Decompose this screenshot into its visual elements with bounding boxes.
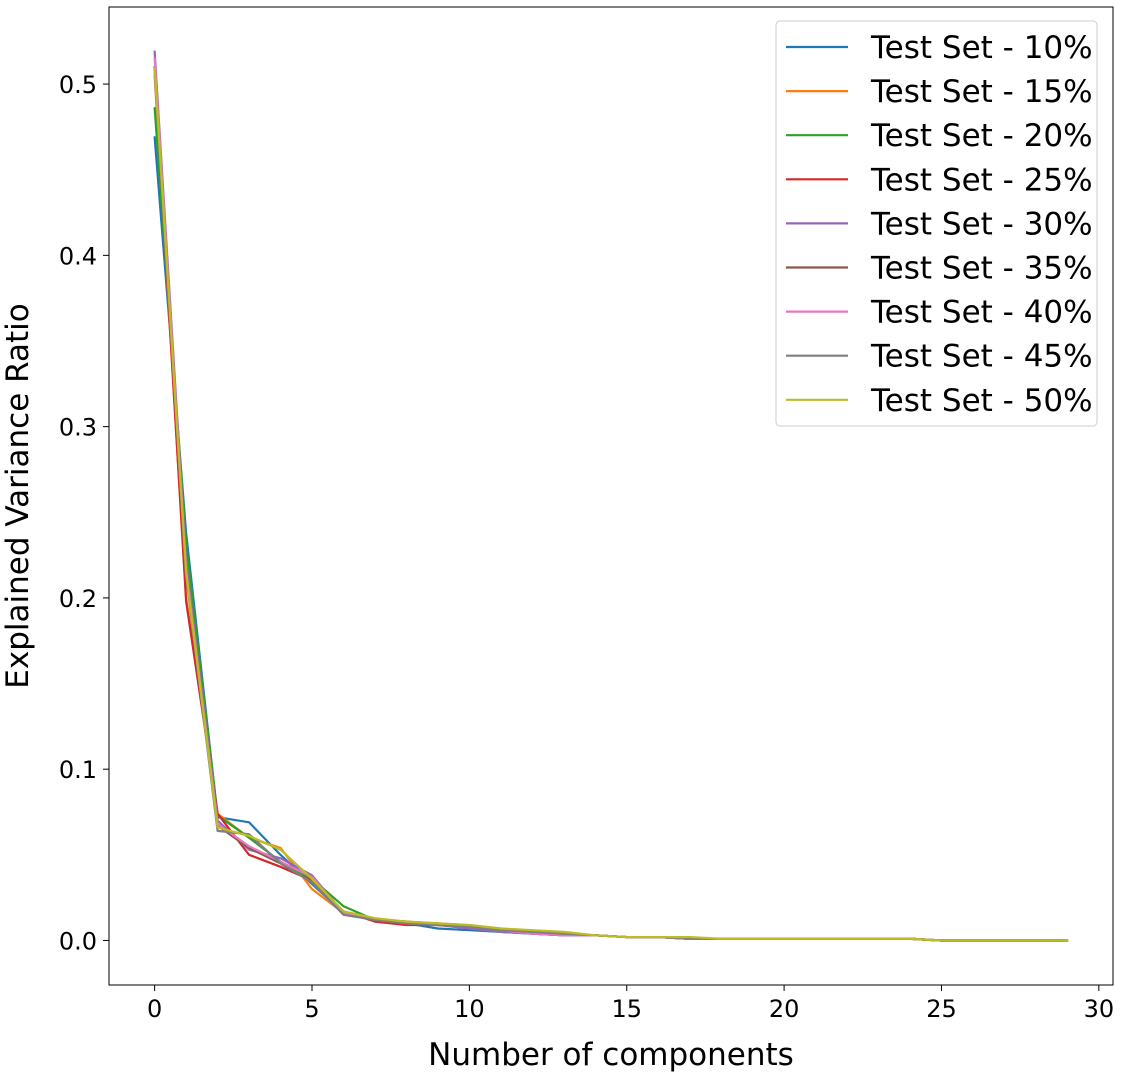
y-axis-title: Explained Variance Ratio bbox=[0, 303, 36, 688]
y-tick-label: 0.3 bbox=[59, 414, 97, 442]
plot-frame bbox=[108, 6, 1114, 986]
x-tick-label: 30 bbox=[1084, 995, 1115, 1023]
x-axis: 0 5 10 15 20 25 30 bbox=[147, 985, 1114, 1023]
legend-label: Test Set - 20% bbox=[870, 118, 1093, 154]
legend-items: Test Set - 10% Test Set - 15% Test Set - 2… bbox=[786, 30, 1093, 419]
plot-area bbox=[108, 6, 1114, 986]
x-tick-label: 5 bbox=[304, 995, 319, 1023]
legend-label: Test Set - 15% bbox=[870, 74, 1093, 110]
x-tick-label: 0 bbox=[147, 995, 162, 1023]
legend-label: Test Set - 25% bbox=[870, 162, 1093, 198]
y-tick-label: 0.1 bbox=[59, 756, 97, 784]
legend-label: Test Set - 10% bbox=[870, 30, 1093, 66]
x-tick-label: 15 bbox=[611, 995, 642, 1023]
y-tick-label: 0.2 bbox=[59, 585, 97, 613]
legend-box bbox=[775, 20, 1098, 427]
y-tick-label: 0.0 bbox=[59, 927, 97, 955]
series-line-9 bbox=[153, 67, 1069, 942]
x-axis-title: Number of components bbox=[428, 1037, 794, 1073]
y-tick-label: 0.5 bbox=[59, 71, 97, 99]
series-layer bbox=[153, 50, 1069, 942]
legend-label: Test Set - 35% bbox=[870, 251, 1093, 287]
x-tick-label: 20 bbox=[769, 995, 800, 1023]
legend: Test Set - 10% Test Set - 15% Test Set - 2… bbox=[775, 20, 1098, 427]
legend-label: Test Set - 45% bbox=[870, 339, 1093, 375]
y-tick-label: 0.4 bbox=[59, 242, 97, 270]
x-tick-label: 25 bbox=[926, 995, 957, 1023]
y-axis: 0.0 0.1 0.2 0.3 0.4 0.5 bbox=[59, 71, 109, 955]
legend-label: Test Set - 30% bbox=[870, 206, 1093, 242]
legend-label: Test Set - 40% bbox=[870, 295, 1093, 331]
legend-label: Test Set - 50% bbox=[870, 383, 1093, 419]
x-tick-label: 10 bbox=[454, 995, 485, 1023]
